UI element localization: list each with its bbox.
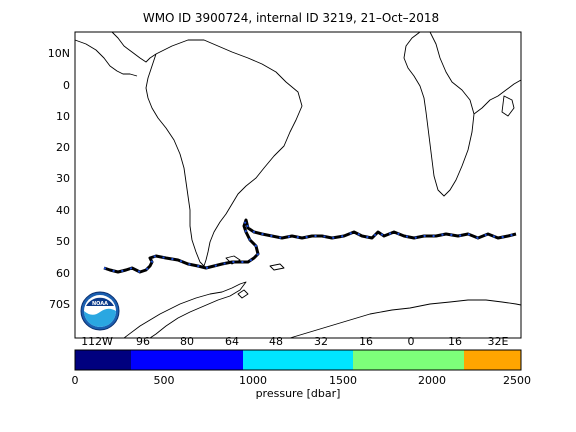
colorbar-tick: 1000 (239, 374, 267, 387)
south-georgia-coast (269, 263, 285, 271)
lon-label: 0 (408, 335, 415, 348)
lon-label: 80 (180, 335, 194, 348)
map-title: WMO ID 3900724, internal ID 3219, 21–Oct… (143, 11, 439, 25)
colorbar-band-3 (353, 350, 464, 370)
colorbar-tick: 2500 (503, 374, 531, 387)
colorbar-tick: 0 (72, 374, 79, 387)
lon-label: 16 (448, 335, 462, 348)
map-frame (74, 31, 522, 339)
antarctica-coast (289, 299, 522, 339)
colorbar-label: pressure [dbar] (256, 387, 341, 400)
lon-label: 112W (81, 335, 113, 348)
lon-label: 32 (314, 335, 328, 348)
lon-label: 48 (269, 335, 283, 348)
lat-label: 0 (63, 79, 70, 92)
antarctic-islands-coast (237, 289, 249, 299)
lon-label: 64 (225, 335, 239, 348)
south-america-coast (145, 39, 303, 267)
colorbar-frame (74, 349, 522, 371)
africa-east-coast (473, 79, 522, 115)
lon-label: 32E (488, 335, 509, 348)
lon-label: 96 (136, 335, 150, 348)
lat-label: 40 (56, 204, 70, 217)
coastlines (74, 31, 522, 339)
colorbar-tick: 1500 (329, 374, 357, 387)
africa-coast (403, 31, 475, 197)
colorbar-tick: 2000 (418, 374, 446, 387)
central-america-coast (74, 39, 138, 77)
colorbar-band-4 (464, 350, 521, 370)
lat-label: 10N (48, 47, 70, 60)
trajectory-line (103, 218, 517, 274)
colorbar: 0 500 1000 1500 2000 2500 pressure [dbar… (72, 349, 531, 400)
noaa-sky-icon (86, 297, 114, 306)
colorbar-band-2 (243, 350, 353, 370)
lat-label: 20 (56, 141, 70, 154)
colorbar-tick: 500 (154, 374, 175, 387)
lat-label: 50 (56, 235, 70, 248)
lat-label: 70S (49, 298, 70, 311)
float-trajectory (103, 216, 517, 274)
colorbar-band-0 (75, 350, 131, 370)
madagascar-coast (501, 95, 515, 117)
latitude-labels: 10N 0 10 20 30 40 50 60 70S (48, 47, 70, 311)
lat-label: 10 (56, 110, 70, 123)
noaa-logo-text: NOAA (92, 301, 108, 307)
lat-label: 60 (56, 267, 70, 280)
noaa-wave-icon (84, 308, 116, 327)
noaa-logo: NOAA (78, 290, 122, 332)
caribbean-coast (111, 31, 157, 63)
colorbar-band-1 (131, 350, 243, 370)
antarctic-peninsula-coast (123, 281, 247, 339)
lat-label: 30 (56, 172, 70, 185)
longitude-labels: 112W 96 80 64 48 32 16 0 16 32E (81, 335, 508, 348)
lon-label: 16 (359, 335, 373, 348)
